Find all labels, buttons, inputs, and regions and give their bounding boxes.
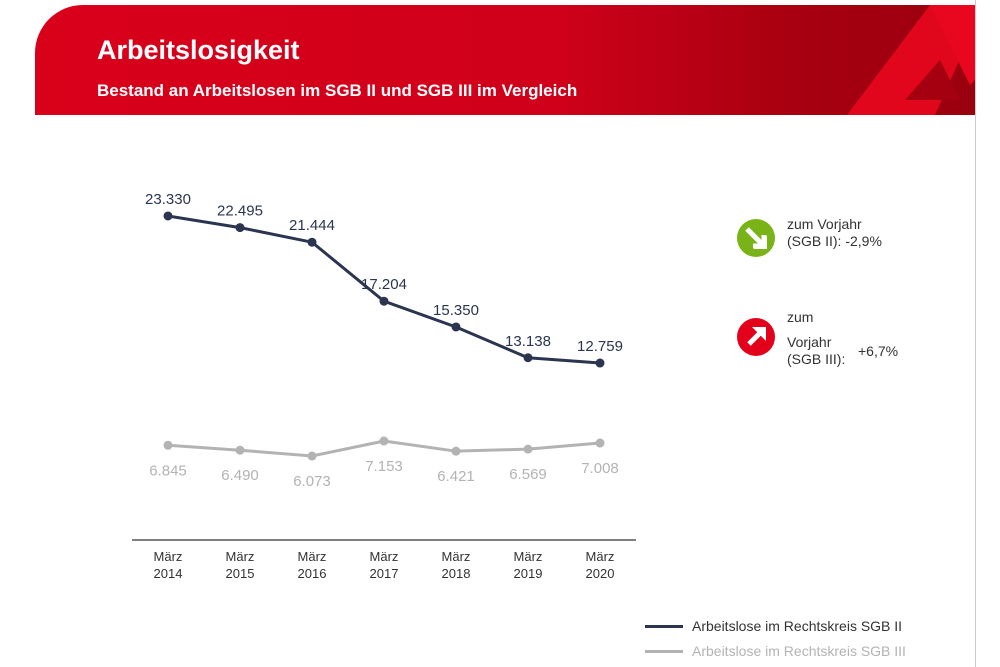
data-point <box>379 436 389 446</box>
data-label: 7.153 <box>365 458 403 475</box>
data-point <box>595 438 605 448</box>
legend-swatch-sgb2 <box>645 625 683 628</box>
data-label: 6.569 <box>509 466 547 483</box>
annotation-text: zum <box>787 309 814 325</box>
header-banner: Arbeitslosigkeit Bestand an Arbeitslosen… <box>35 5 975 115</box>
data-label: 7.008 <box>581 460 619 477</box>
data-point <box>235 223 245 233</box>
logo-icon <box>847 5 975 115</box>
sgb3-change: zum Vorjahr (SGB III): <box>787 309 845 368</box>
legend-sgb3: Arbeitslose im Rechtskreis SGB III <box>692 643 906 659</box>
data-point <box>163 211 173 221</box>
annotation-value: +6,7% <box>858 343 899 359</box>
data-label: 13.138 <box>505 333 551 350</box>
arrow-down-right-icon <box>737 219 775 257</box>
x-tick-label: 2017 <box>370 566 399 581</box>
x-tick-label: 2014 <box>154 566 183 581</box>
data-label: 17.204 <box>361 276 407 293</box>
data-label: 22.495 <box>217 203 263 220</box>
divider <box>975 0 976 667</box>
annotation-text: Vorjahr <box>787 334 832 350</box>
legend-swatch-sgb3 <box>645 650 683 653</box>
x-tick-label: März <box>586 549 615 564</box>
data-label: 6.490 <box>221 467 259 484</box>
x-tick-label: März <box>442 549 471 564</box>
data-point <box>307 451 317 461</box>
data-point <box>307 237 317 247</box>
x-tick-label: März <box>226 549 255 564</box>
data-point <box>451 322 461 332</box>
arrow-up-right-icon <box>737 318 775 356</box>
data-point <box>523 353 533 363</box>
page-subtitle: Bestand an Arbeitslosen im SGB II und SG… <box>97 81 578 100</box>
data-label: 6.845 <box>149 462 187 479</box>
page-title: Arbeitslosigkeit <box>97 35 300 65</box>
data-label: 6.421 <box>437 468 475 485</box>
data-point <box>235 445 245 455</box>
x-tick-label: März <box>154 549 183 564</box>
x-tick-label: 2019 <box>514 566 543 581</box>
data-point <box>523 444 533 454</box>
legend-sgb2: Arbeitslose im Rechtskreis SGB II <box>692 618 903 634</box>
x-tick-label: 2018 <box>442 566 471 581</box>
data-point <box>595 358 605 368</box>
annotation-text: (SGB III): <box>787 351 846 367</box>
x-tick-label: März <box>370 549 399 564</box>
data-label: 23.330 <box>145 191 191 208</box>
x-tick-label: März <box>514 549 543 564</box>
data-label: 6.073 <box>293 473 331 490</box>
x-tick-label: 2015 <box>226 566 255 581</box>
data-point <box>451 446 461 456</box>
annotation-value: (SGB II): -2,9% <box>787 233 882 249</box>
data-label: 21.444 <box>289 217 335 234</box>
data-point <box>163 440 173 450</box>
sgb2-change: zum Vorjahr (SGB II): -2,9% <box>787 216 882 250</box>
data-point <box>379 296 389 306</box>
data-label: 15.350 <box>433 302 479 319</box>
x-tick-label: März <box>298 549 327 564</box>
annotation-text: zum Vorjahr <box>787 216 862 232</box>
x-tick-label: 2020 <box>586 566 615 581</box>
data-label: 12.759 <box>577 338 623 355</box>
x-tick-label: 2016 <box>298 566 327 581</box>
